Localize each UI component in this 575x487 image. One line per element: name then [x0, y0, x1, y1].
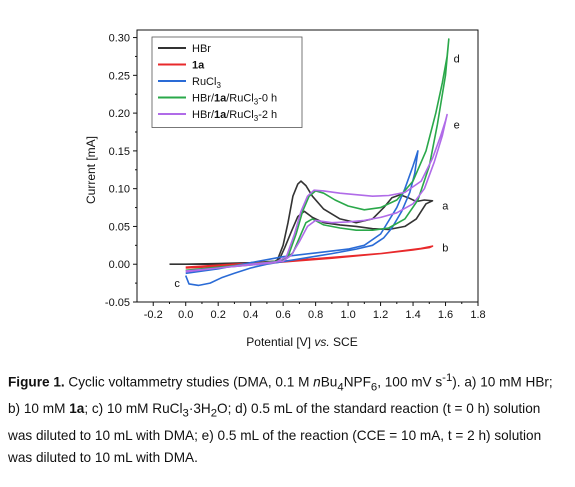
chart-axes: -0.2 0.0 0.2 0.4 0.6 0.8 1.0 1.2 1.4 1.6 1.8 -0.05 0… [105, 29, 486, 321]
caption-sub-4: 6 [370, 381, 378, 394]
caption-sub-3: 4 [337, 381, 344, 394]
series-line-e [185, 113, 448, 273]
x-axis-label-main: Potential [V] [246, 335, 314, 349]
y-tick-label: 0.15 [109, 146, 130, 158]
caption-text-5: , 100 mV s [377, 374, 443, 390]
series-end-label: b [442, 243, 448, 255]
y-axis-label: Current [mA] [84, 136, 98, 204]
x-tick-label: 1.2 [373, 309, 388, 321]
legend-box [151, 36, 303, 128]
figure-caption: Figure 1. Cyclic voltammetry studies (DM… [8, 367, 568, 469]
y-tick-label: 0.05 [109, 221, 130, 233]
caption-sub-8: 3 [182, 407, 189, 420]
x-tick-label: 1.6 [438, 309, 453, 321]
y-tick-label: -0.05 [105, 297, 130, 309]
caption-text-1: Cyclic voltammetry studies (DMA, 0.1 M [64, 374, 314, 390]
caption-label: Figure 1. [8, 374, 65, 390]
series-end-label: a [442, 200, 449, 212]
y-tick-label: 0.25 [109, 70, 130, 82]
y-tick-label: 0.00 [109, 259, 130, 271]
x-tick-label: 0.6 [275, 309, 290, 321]
chart-end-labels: a b c d e [174, 54, 459, 290]
series-line-a [169, 180, 434, 265]
y-tick-label: 0.20 [109, 108, 130, 120]
x-tick-label: 1.4 [405, 309, 420, 321]
legend-entry: HBr/1a/RuCl3-2 h [192, 109, 277, 123]
chart-series-group [169, 38, 450, 287]
caption-text-9: ·3H [188, 401, 211, 417]
legend-entry: HBr/1a/RuCl3-0 h [192, 93, 277, 107]
legend-entry: RuCl3 [192, 76, 221, 90]
caption-text-4: NPF [343, 374, 371, 390]
x-tick-label: 0.0 [178, 309, 193, 321]
caption-sup-5: -1 [442, 372, 453, 384]
x-axis-label: Potential [V] vs. SCE [246, 335, 357, 349]
y-tick-label: 0.10 [109, 184, 130, 196]
series-end-label: d [454, 54, 460, 66]
x-axis-label-vs: vs. [314, 335, 329, 349]
series-end-label: e [454, 119, 460, 131]
caption-text-7: 1a [69, 401, 85, 417]
plot-frame [136, 29, 479, 303]
legend-entry: HBr [192, 43, 211, 55]
series-line-c [184, 150, 419, 287]
x-tick-label: 1.0 [340, 309, 355, 321]
chart-legend: HBr 1a RuCl3 HBr/1a/RuCl3-0 h HBr/1a/RuCl3-2… [151, 36, 303, 128]
x-tick-label: 0.8 [308, 309, 323, 321]
series-end-label: c [174, 278, 180, 290]
caption-text-6: ). a) 10 mM HBr; b) 10 mM [8, 374, 553, 417]
x-axis-label-ref: SCE [330, 335, 358, 349]
caption-text-10: O; d) 0.5 mL of the standard reaction (t… [8, 401, 542, 465]
x-tick-label: 1.8 [470, 309, 485, 321]
cv-chart: -0.2 0.0 0.2 0.4 0.6 0.8 1.0 1.2 1.4 1.6 1.8 -0.05 0… [84, 29, 486, 349]
caption-text-2: n [313, 374, 321, 390]
y-tick-label: 0.30 [109, 33, 130, 45]
x-tick-label: 0.2 [211, 309, 226, 321]
caption-text-3: Bu [320, 374, 338, 390]
series-line-d [185, 38, 450, 272]
x-tick-label: 0.4 [243, 309, 258, 321]
legend-entry: 1a [192, 60, 205, 72]
x-tick-label: -0.2 [144, 309, 163, 321]
caption-text-8: ; c) 10 mM RuCl [84, 401, 183, 417]
caption-sub-9: 2 [210, 407, 218, 420]
